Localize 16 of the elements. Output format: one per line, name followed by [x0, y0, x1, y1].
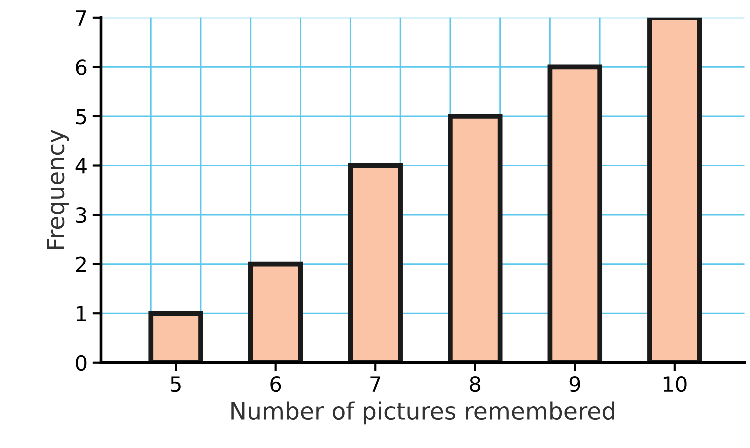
x-tick-label: 10	[664, 376, 687, 392]
y-tick-label: 5	[76, 109, 86, 125]
y-tick-label: 1	[77, 306, 86, 322]
x-axis-title: Number of pictures remembered	[232, 402, 615, 425]
y-tick-label: 7	[76, 10, 86, 26]
y-axis-title: Frequency	[47, 130, 70, 250]
y-tick-label: 3	[76, 207, 86, 224]
x-tick-label: 7	[370, 376, 380, 392]
x-tick-label: 6	[270, 376, 282, 392]
y-tick-label: 2	[76, 256, 86, 272]
y-tick-label: 4	[76, 158, 87, 174]
x-tick-label: 9	[570, 376, 580, 392]
y-tick-label: 6	[76, 60, 87, 76]
x-tick-label: 8	[470, 376, 481, 392]
y-tick-label: 0	[76, 355, 87, 372]
x-tick-label: 5	[171, 376, 181, 392]
